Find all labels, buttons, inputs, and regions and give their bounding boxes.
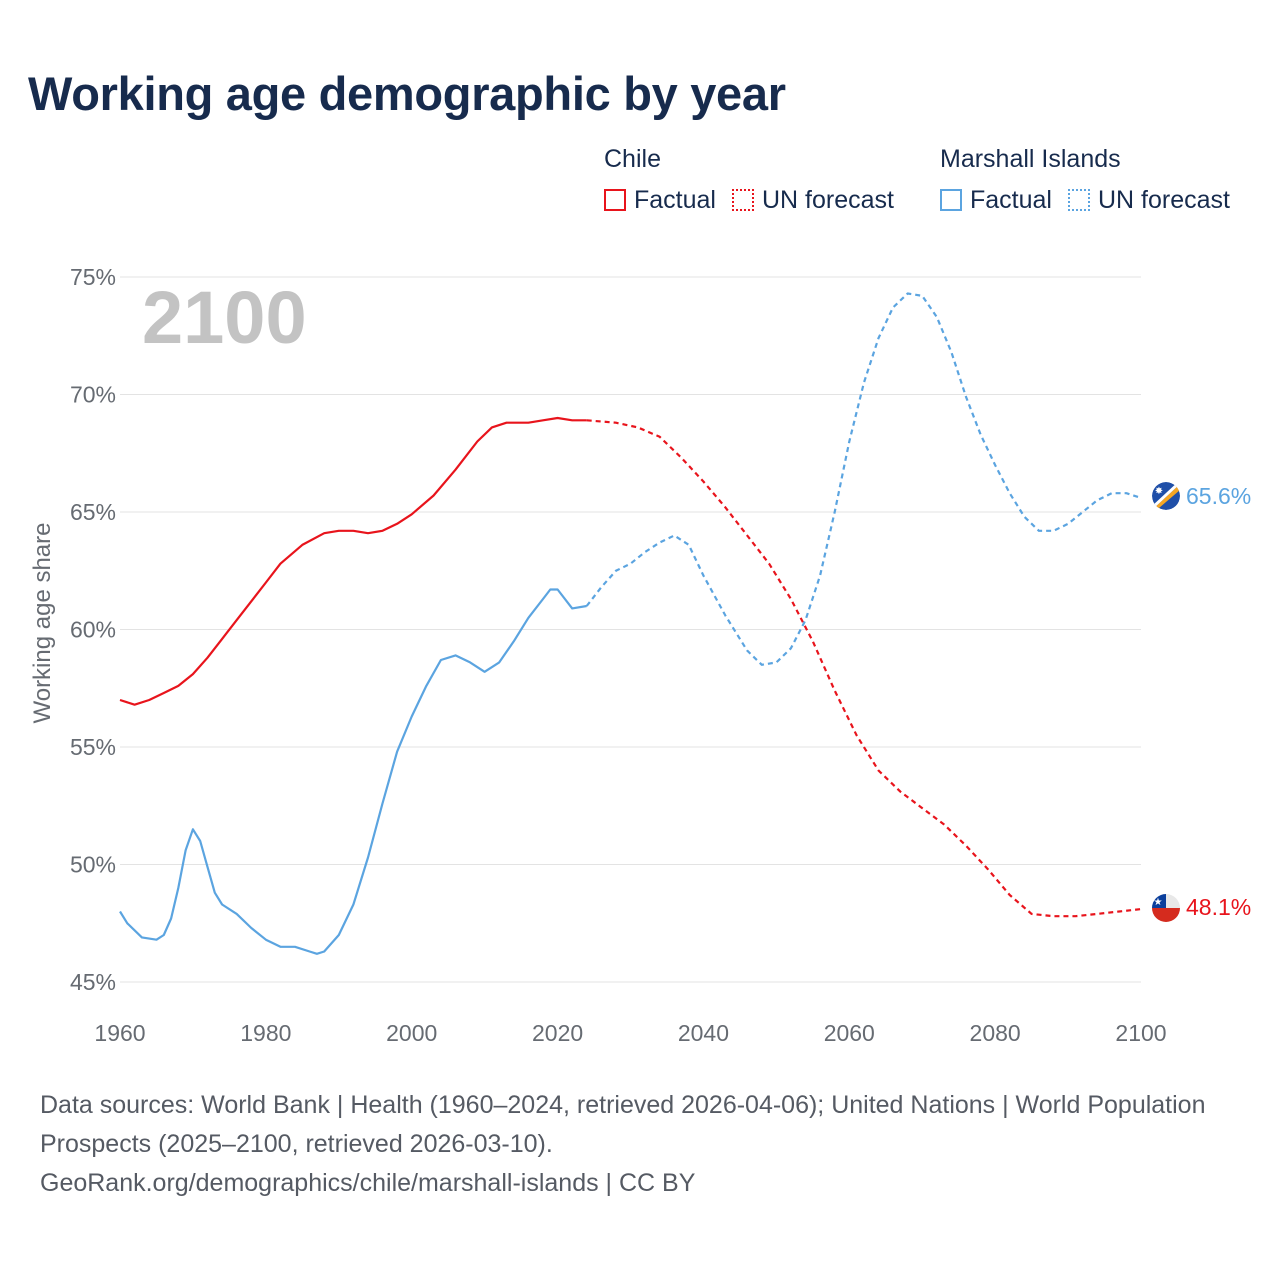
x-tick-label: 2100 [1115, 1020, 1166, 1046]
year-watermark: 2100 [142, 276, 307, 359]
marshall-islands-flag-icon: ✸ [1152, 482, 1180, 510]
legend-label: UN forecast [1097, 186, 1230, 214]
legend-group-chile: Chile Factual UN forecast [604, 143, 910, 215]
x-tick-label: 2040 [678, 1020, 729, 1046]
series-lines [119, 292, 1142, 955]
chile-flag-icon: ★ [1152, 894, 1180, 922]
y-tick-label: 75% [70, 264, 116, 290]
credit-link[interactable]: GeoRank.org/demographics/chile/marshall-… [40, 1169, 696, 1197]
x-tick-label: 2000 [386, 1020, 437, 1046]
series-line-chile-factual [119, 416, 587, 706]
y-tick-label: 70% [70, 382, 116, 408]
legend-swatch-dotted [1067, 189, 1090, 211]
y-tick-label: 55% [70, 734, 116, 760]
y-axis-ticks: 45% 50% 55% 60% 65% 70% 75% [70, 264, 116, 995]
x-tick-label: 2060 [824, 1020, 875, 1046]
y-tick-label: 45% [70, 969, 116, 995]
series-line-marshall-islands-forecast [585, 292, 1142, 666]
svg-text:✸: ✸ [1155, 486, 1163, 497]
legend-group-name: Marshall Islands [940, 145, 1121, 173]
svg-text:★: ★ [1154, 897, 1163, 908]
legend-label: UN forecast [761, 186, 894, 214]
x-tick-label: 1960 [94, 1020, 145, 1046]
series-line-marshall-islands-factual [119, 588, 587, 955]
chart-title: Working age demographic by year [28, 67, 786, 120]
legend-swatch-solid [604, 189, 626, 211]
x-tick-label: 2020 [532, 1020, 583, 1046]
y-tick-label: 60% [70, 617, 116, 643]
end-value-label-chile: 48.1% [1186, 894, 1251, 920]
legend-marshall-factual[interactable]: Factual [940, 185, 1052, 215]
x-axis-ticks: 1960 1980 2000 2020 2040 2060 2080 2100 [94, 1020, 1166, 1046]
end-value-label-marshall-islands: 65.6% [1186, 483, 1251, 509]
x-tick-label: 2080 [970, 1020, 1021, 1046]
data-sources-text: Data sources: World Bank | Health (1960–… [40, 1091, 1206, 1158]
legend-marshall-forecast[interactable]: UN forecast [1067, 185, 1230, 215]
legend-group-name: Chile [604, 145, 661, 173]
y-tick-label: 50% [70, 852, 116, 878]
legend-swatch-solid [940, 189, 962, 211]
legend-label: Factual [970, 186, 1052, 214]
legend-group-marshall-islands: Marshall Islands Factual UN forecast [940, 143, 1246, 215]
x-tick-label: 1980 [240, 1020, 291, 1046]
legend-chile-factual[interactable]: Factual [604, 185, 716, 215]
series-line-chile-forecast [586, 419, 1142, 918]
legend-label: Factual [634, 186, 716, 214]
legend-swatch-dotted [731, 189, 754, 211]
gridlines [120, 276, 1141, 983]
y-axis-label: Working age share [29, 523, 56, 724]
line-chart: 45% 50% 55% 60% 65% 70% 75% 1960 1980 2000 2020 20… [29, 264, 1251, 1046]
legend-chile-forecast[interactable]: UN forecast [731, 185, 894, 215]
footer: Data sources: World Bank | Health (1960–… [40, 1086, 1240, 1203]
y-tick-label: 65% [70, 499, 116, 525]
